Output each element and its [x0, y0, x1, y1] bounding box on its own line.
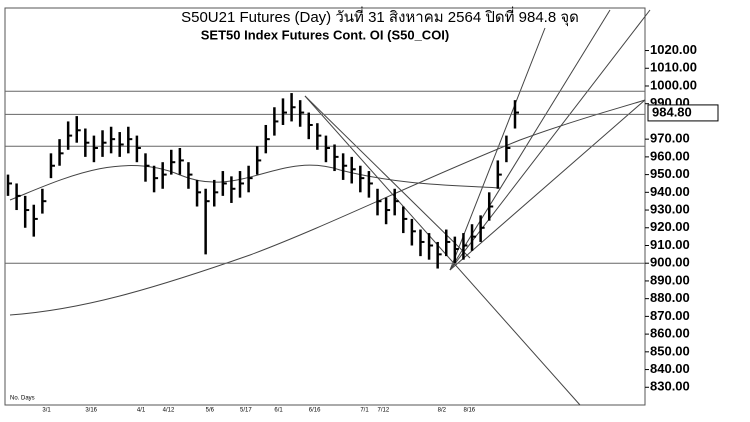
y-tick-label: 920.00: [650, 219, 690, 234]
y-tick-label: 870.00: [650, 308, 690, 323]
y-tick-label: 960.00: [650, 148, 690, 163]
y-tick-label: 840.00: [650, 361, 690, 376]
y-tick-label: 830.00: [650, 379, 690, 394]
x-tick-label: 6/16: [309, 408, 321, 414]
x-tick-label: 7/12: [378, 408, 390, 414]
y-tick-label: 860.00: [650, 326, 690, 341]
plot-frame: [4, 7, 646, 406]
x-tick-label: 3/1: [42, 408, 51, 414]
x-tick-label: 5/6: [206, 408, 215, 414]
chart-subtitle: SET50 Index Futures Cont. OI (S50_COI): [201, 27, 450, 42]
x-tick-label: 4/1: [137, 408, 146, 414]
trend-lines: [9, 9, 651, 406]
y-tick-label: 1020.00: [650, 42, 697, 57]
y-tick-label: 910.00: [650, 237, 690, 252]
y-tick-label: 890.00: [650, 272, 690, 287]
y-tick-label: 950.00: [650, 166, 690, 181]
x-tick-label: 7/1: [360, 408, 369, 414]
x-tick-label: 8/16: [463, 408, 475, 414]
x-tick-label: 8/2: [438, 408, 447, 414]
y-tick-label: 930.00: [650, 201, 690, 216]
footnote: No. Days: [10, 396, 35, 402]
x-tick-label: 6/1: [274, 408, 283, 414]
y-tick-label: 850.00: [650, 343, 690, 358]
y-tick-label: 940.00: [650, 184, 690, 199]
x-tick-label: 4/12: [163, 408, 175, 414]
chart-title: S50U21 Futures (Day) วันที่ 31 สิงหาคม 2…: [181, 6, 579, 27]
y-tick-label: 900.00: [650, 255, 690, 270]
y-tick-label: 880.00: [650, 290, 690, 305]
y-tick-label: 970.00: [650, 131, 690, 146]
y-tick-label: 1000.00: [650, 77, 697, 92]
y-tick-label: 1010.00: [650, 60, 697, 75]
last-price-label: 984.80: [652, 104, 692, 119]
x-tick-label: 3/16: [85, 408, 97, 414]
last-price-box: [647, 104, 719, 122]
x-tick-label: 5/17: [240, 408, 252, 414]
